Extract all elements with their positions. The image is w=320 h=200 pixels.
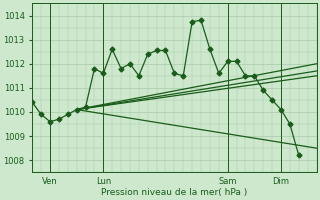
- X-axis label: Pression niveau de la mer( hPa ): Pression niveau de la mer( hPa ): [101, 188, 247, 197]
